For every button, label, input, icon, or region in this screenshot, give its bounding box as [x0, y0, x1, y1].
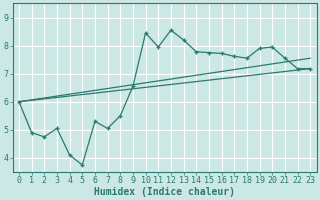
X-axis label: Humidex (Indice chaleur): Humidex (Indice chaleur)	[94, 186, 235, 197]
